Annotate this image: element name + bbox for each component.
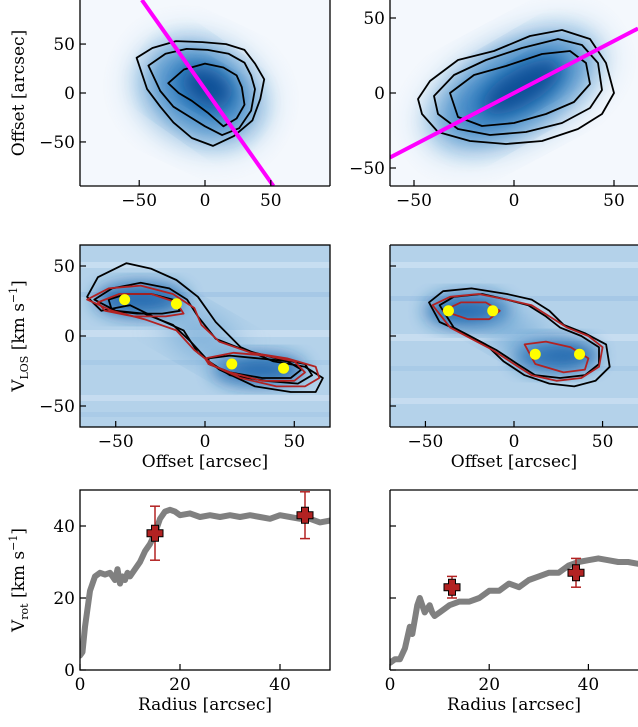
y-axis-label: VLOS [km s−1]	[7, 280, 31, 393]
velocity-point	[278, 362, 290, 374]
data-contour	[167, 62, 246, 128]
x-tick-label: 0	[200, 191, 211, 211]
data-layer	[86, 262, 324, 393]
plus-marker	[296, 506, 314, 524]
velocity-point	[170, 298, 182, 310]
panel-frame	[79, 489, 331, 671]
velocity-point	[119, 294, 131, 306]
x-tick-label: −50	[121, 191, 157, 211]
slit-line	[390, 26, 638, 160]
measurement-marker	[146, 505, 164, 561]
model-contour	[442, 301, 501, 321]
panel-background	[390, 490, 638, 670]
x-tick-label: 20	[169, 675, 191, 695]
x-axis-label: Radius [arcsec]	[447, 695, 581, 715]
y-tick-label: −50	[39, 133, 75, 153]
x-tick-label: 0	[200, 432, 211, 452]
model-contour	[86, 284, 321, 388]
data-contour	[93, 281, 314, 385]
data-layer	[135, 0, 276, 186]
x-tick-label: 20	[478, 675, 500, 695]
x-tick-label: 0	[385, 675, 396, 695]
axes: −50 0 50 −50 0 50	[349, 9, 625, 211]
data-contour	[147, 48, 256, 137]
y-tick-label: 40	[53, 517, 75, 537]
y-tick-label: 20	[53, 589, 75, 609]
y-tick-label: 0	[64, 84, 75, 104]
y-tick-label: 50	[363, 9, 385, 29]
y-tick-label: −50	[349, 159, 385, 179]
velocity-point	[226, 358, 238, 370]
y-axis-label: Vrot [km s−1]	[7, 528, 31, 633]
model-contour	[431, 293, 604, 382]
model-contour	[523, 340, 590, 374]
measurement-marker	[296, 491, 314, 540]
data-contour	[417, 29, 615, 145]
y-tick-label: 0	[64, 327, 75, 347]
slit-line	[140, 0, 276, 186]
model-contour	[97, 293, 185, 318]
data-layer	[390, 26, 638, 160]
data-contour	[433, 38, 603, 136]
x-tick-label: 50	[260, 191, 282, 211]
axes: −50 0 50 Offset [arcsec]	[390, 265, 614, 472]
x-tick-label: 0	[75, 675, 86, 695]
rotation-curve	[390, 555, 638, 666]
x-axis-label: Offset [arcsec]	[142, 452, 268, 472]
measurement-marker	[443, 575, 461, 599]
y-tick-label: 0	[374, 84, 385, 104]
y-tick-label: −50	[39, 397, 75, 417]
data-layer	[390, 555, 638, 666]
y-tick-label: 50	[53, 257, 75, 277]
x-tick-label: −50	[98, 432, 134, 452]
x-tick-label: 0	[509, 432, 520, 452]
x-tick-label: 50	[603, 191, 625, 211]
x-tick-label: 50	[283, 432, 305, 452]
axes: −50 0 50 −50 0 50 Offset [arcsec]	[9, 30, 282, 211]
pv-panel-right: −50 0 50 Offset [arcsec]	[389, 244, 638, 472]
x-tick-label: 40	[578, 675, 600, 695]
x-tick-label: 0	[509, 191, 520, 211]
emission-bridge	[481, 308, 547, 358]
x-tick-label: −50	[396, 191, 432, 211]
x-axis-label: Offset [arcsec]	[451, 452, 577, 472]
y-axis-label: Offset [arcsec]	[9, 30, 29, 156]
plus-marker	[146, 524, 164, 542]
velocity-point	[442, 305, 454, 317]
data-layer	[80, 491, 330, 659]
velocity-point	[529, 348, 541, 360]
y-tick-label: 0	[64, 661, 75, 681]
x-tick-label: −50	[407, 432, 443, 452]
plus-marker	[567, 564, 585, 582]
velocity-point	[574, 348, 586, 360]
moment0-panel-left: −50 0 50 −50 0 50 Offset [arcsec]	[9, 0, 331, 211]
data-layer	[425, 287, 611, 388]
velocity-point	[487, 305, 499, 317]
panel-frame	[389, 489, 638, 671]
model-contour	[204, 351, 306, 382]
plus-marker	[443, 578, 461, 596]
data-contour	[135, 40, 266, 147]
x-tick-label: 40	[269, 675, 291, 695]
moment0-panel-right: −50 0 50 −50 0 50	[349, 0, 638, 211]
x-axis-label: Radius [arcsec]	[138, 695, 272, 715]
pv-panel-left: −50 0 50 −50 0 50 Offset [arcsec] VLOS [km s−1]	[7, 244, 331, 472]
y-tick-label: 50	[53, 35, 75, 55]
axes: −50 0 50 −50 0 50 Offset [arcsec] VLOS [km s−1]	[7, 257, 305, 472]
data-contour	[449, 50, 591, 127]
measurement-marker	[567, 557, 585, 588]
x-tick-label: 50	[592, 432, 614, 452]
emission-bridge	[165, 308, 238, 364]
